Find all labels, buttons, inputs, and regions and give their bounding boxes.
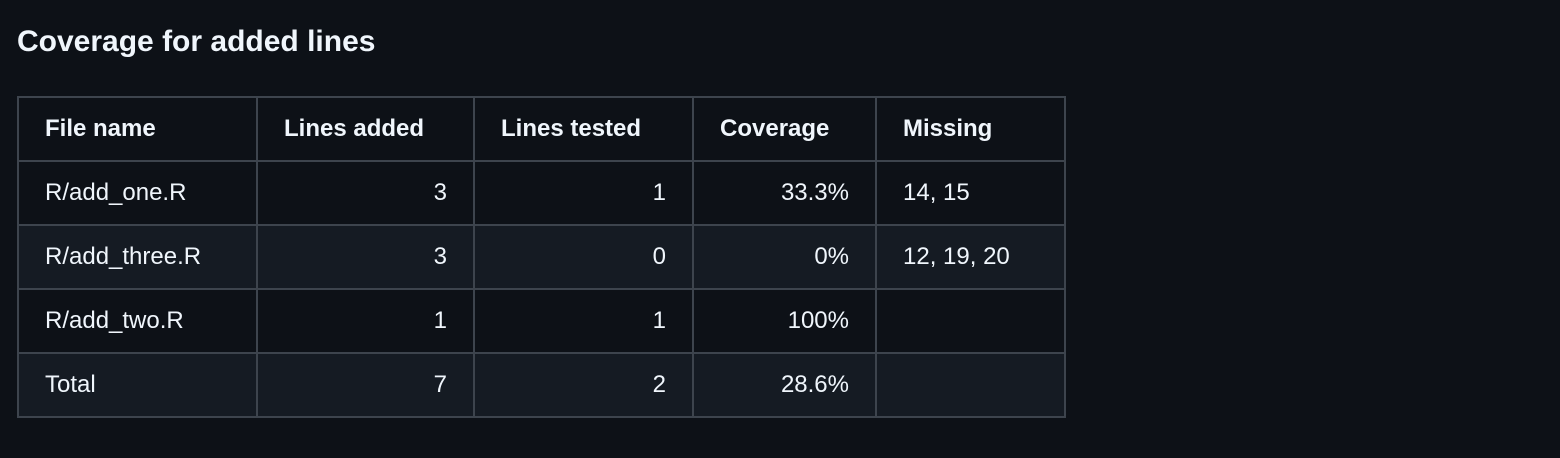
missing-cell: [875, 288, 1066, 354]
table-row: R/add_one.R 3 1 33.3% 14, 15: [17, 160, 1066, 226]
coverage-cell: 0%: [692, 224, 877, 290]
table-row: R/add_three.R 3 0 0% 12, 19, 20: [17, 224, 1066, 290]
lines-added-cell: 7: [256, 352, 475, 418]
table-row: R/add_two.R 1 1 100%: [17, 288, 1066, 354]
coverage-cell: 100%: [692, 288, 877, 354]
lines-tested-cell: 1: [473, 160, 694, 226]
missing-cell: 14, 15: [875, 160, 1066, 226]
table-header-row: File name Lines added Lines tested Cover…: [17, 96, 1066, 162]
header-missing: Missing: [875, 96, 1066, 162]
lines-added-cell: 1: [256, 288, 475, 354]
file-name-cell: R/add_one.R: [17, 160, 258, 226]
lines-tested-cell: 0: [473, 224, 694, 290]
section-heading: Coverage for added lines: [17, 25, 376, 58]
coverage-table: File name Lines added Lines tested Cover…: [17, 96, 1066, 418]
header-coverage: Coverage: [692, 96, 877, 162]
lines-tested-cell: 1: [473, 288, 694, 354]
lines-tested-cell: 2: [473, 352, 694, 418]
table-row-total: Total 7 2 28.6%: [17, 352, 1066, 418]
missing-cell: [875, 352, 1066, 418]
file-name-cell: Total: [17, 352, 258, 418]
lines-added-cell: 3: [256, 224, 475, 290]
lines-added-cell: 3: [256, 160, 475, 226]
file-name-cell: R/add_two.R: [17, 288, 258, 354]
coverage-cell: 33.3%: [692, 160, 877, 226]
header-lines-added: Lines added: [256, 96, 475, 162]
header-file-name: File name: [17, 96, 258, 162]
header-lines-tested: Lines tested: [473, 96, 694, 162]
coverage-cell: 28.6%: [692, 352, 877, 418]
file-name-cell: R/add_three.R: [17, 224, 258, 290]
missing-cell: 12, 19, 20: [875, 224, 1066, 290]
